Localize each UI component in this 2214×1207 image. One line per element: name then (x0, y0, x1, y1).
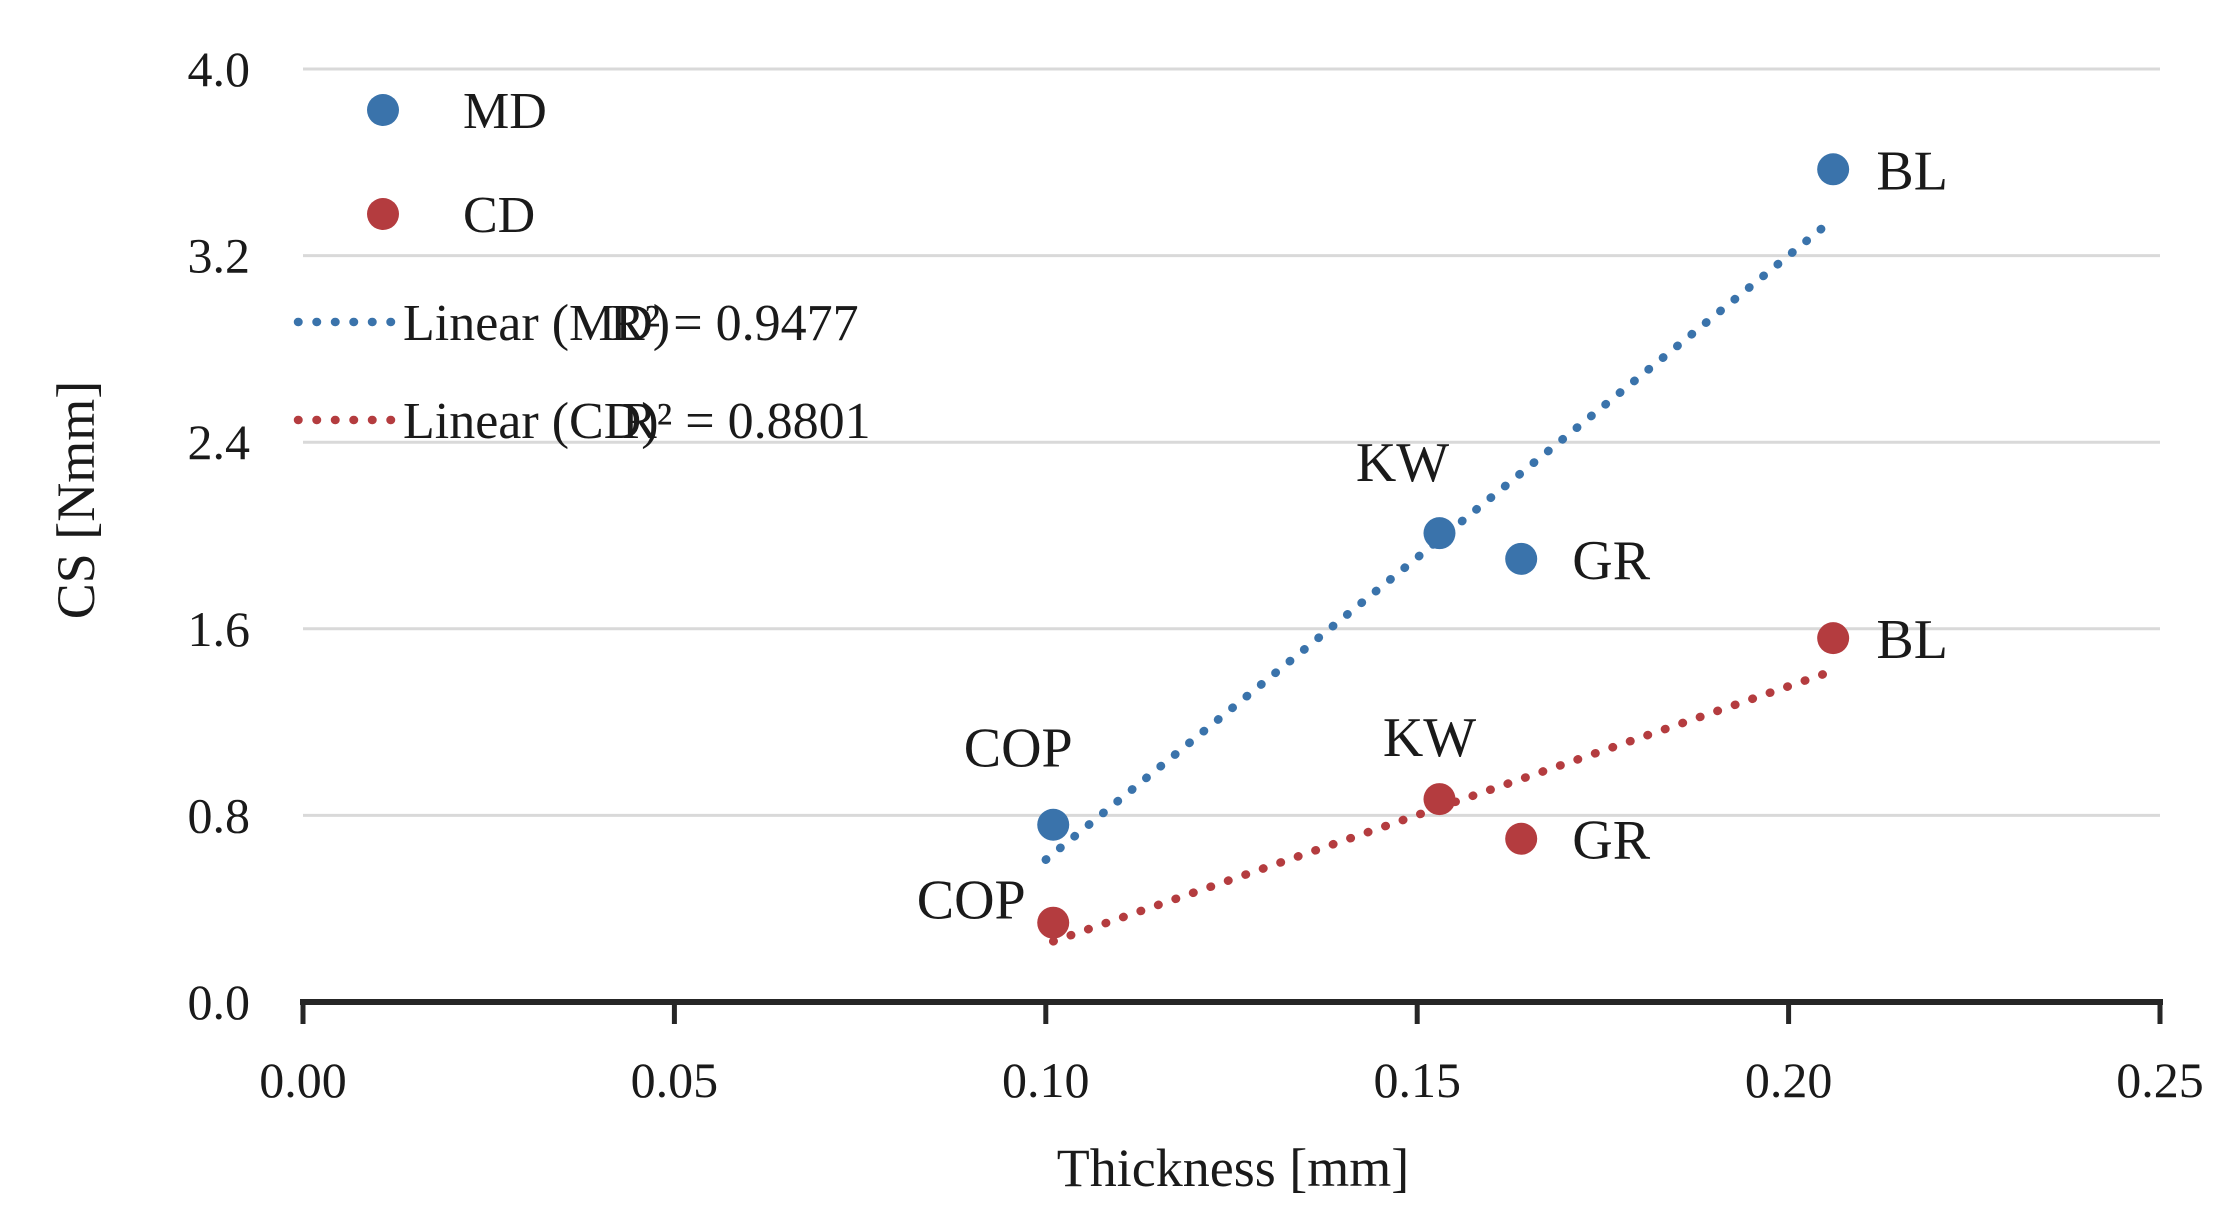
y-tick-label: 0.8 (188, 787, 251, 843)
x-tick-label: 0.10 (1002, 1052, 1090, 1108)
x-axis (300, 999, 2163, 1024)
y-axis-tick-labels: 0.0 0.8 1.6 2.4 3.2 4.0 (188, 41, 251, 1030)
trendline-linear-cd- (1048, 666, 1838, 946)
legend-marker-md (367, 94, 399, 126)
y-tick-label: 0.0 (188, 974, 251, 1030)
x-tick-label: 0.00 (259, 1052, 347, 1108)
legend-r2-md: R² = 0.9477 (610, 295, 859, 352)
point-md-bl (1817, 153, 1850, 186)
x-tick-label: 0.05 (631, 1052, 719, 1108)
legend-label-linear-md: Linear (MD) (403, 295, 670, 352)
point-label-cd-cop: COP (917, 870, 1026, 932)
y-tick-label: 1.6 (188, 601, 251, 657)
point-md-gr (1505, 542, 1538, 575)
point-cd-bl (1817, 622, 1850, 655)
y-axis-title: CS [Nmm] (46, 381, 106, 620)
gridlines (303, 67, 2160, 817)
legend-r2-cd: R² = 0.8801 (622, 393, 871, 450)
x-axis-tick-labels: 0.00 0.05 0.10 0.15 0.20 0.25 (259, 1052, 2204, 1108)
legend-label-md: MD (463, 83, 547, 140)
point-label-cd-bl: BL (1876, 609, 1948, 671)
point-label-md-gr: GR (1572, 530, 1650, 592)
x-tick-label: 0.20 (1745, 1052, 1833, 1108)
legend-marker-cd (367, 198, 399, 230)
trendlines (1041, 221, 1838, 946)
point-label-md-kw: KW (1356, 432, 1449, 494)
x-tick-label: 0.15 (1373, 1052, 1461, 1108)
point-md-cop (1037, 808, 1070, 841)
point-label-md-cop: COP (964, 718, 1073, 780)
y-tick-label: 2.4 (188, 414, 251, 470)
point-md-kw (1423, 517, 1456, 550)
data-point-labels: COP KW GR BL COP KW GR BL (917, 140, 1948, 931)
point-label-cd-kw: KW (1383, 707, 1476, 769)
y-tick-label: 4.0 (188, 41, 251, 97)
data-points (1037, 153, 1850, 939)
y-tick-label: 3.2 (188, 228, 251, 284)
legend-label-cd: CD (463, 187, 535, 244)
point-label-cd-gr: GR (1572, 810, 1650, 872)
point-label-md-bl: BL (1876, 140, 1948, 202)
x-tick-label: 0.25 (2116, 1052, 2204, 1108)
legend: MD CD Linear (MD) R² = 0.9477 Linear (CD… (293, 83, 871, 450)
point-cd-kw (1423, 783, 1456, 816)
legend-label-linear-cd: Linear (CD) (403, 393, 659, 450)
point-cd-cop (1037, 906, 1070, 939)
x-axis-title: Thickness [mm] (1057, 1138, 1409, 1198)
point-cd-gr (1505, 822, 1538, 855)
